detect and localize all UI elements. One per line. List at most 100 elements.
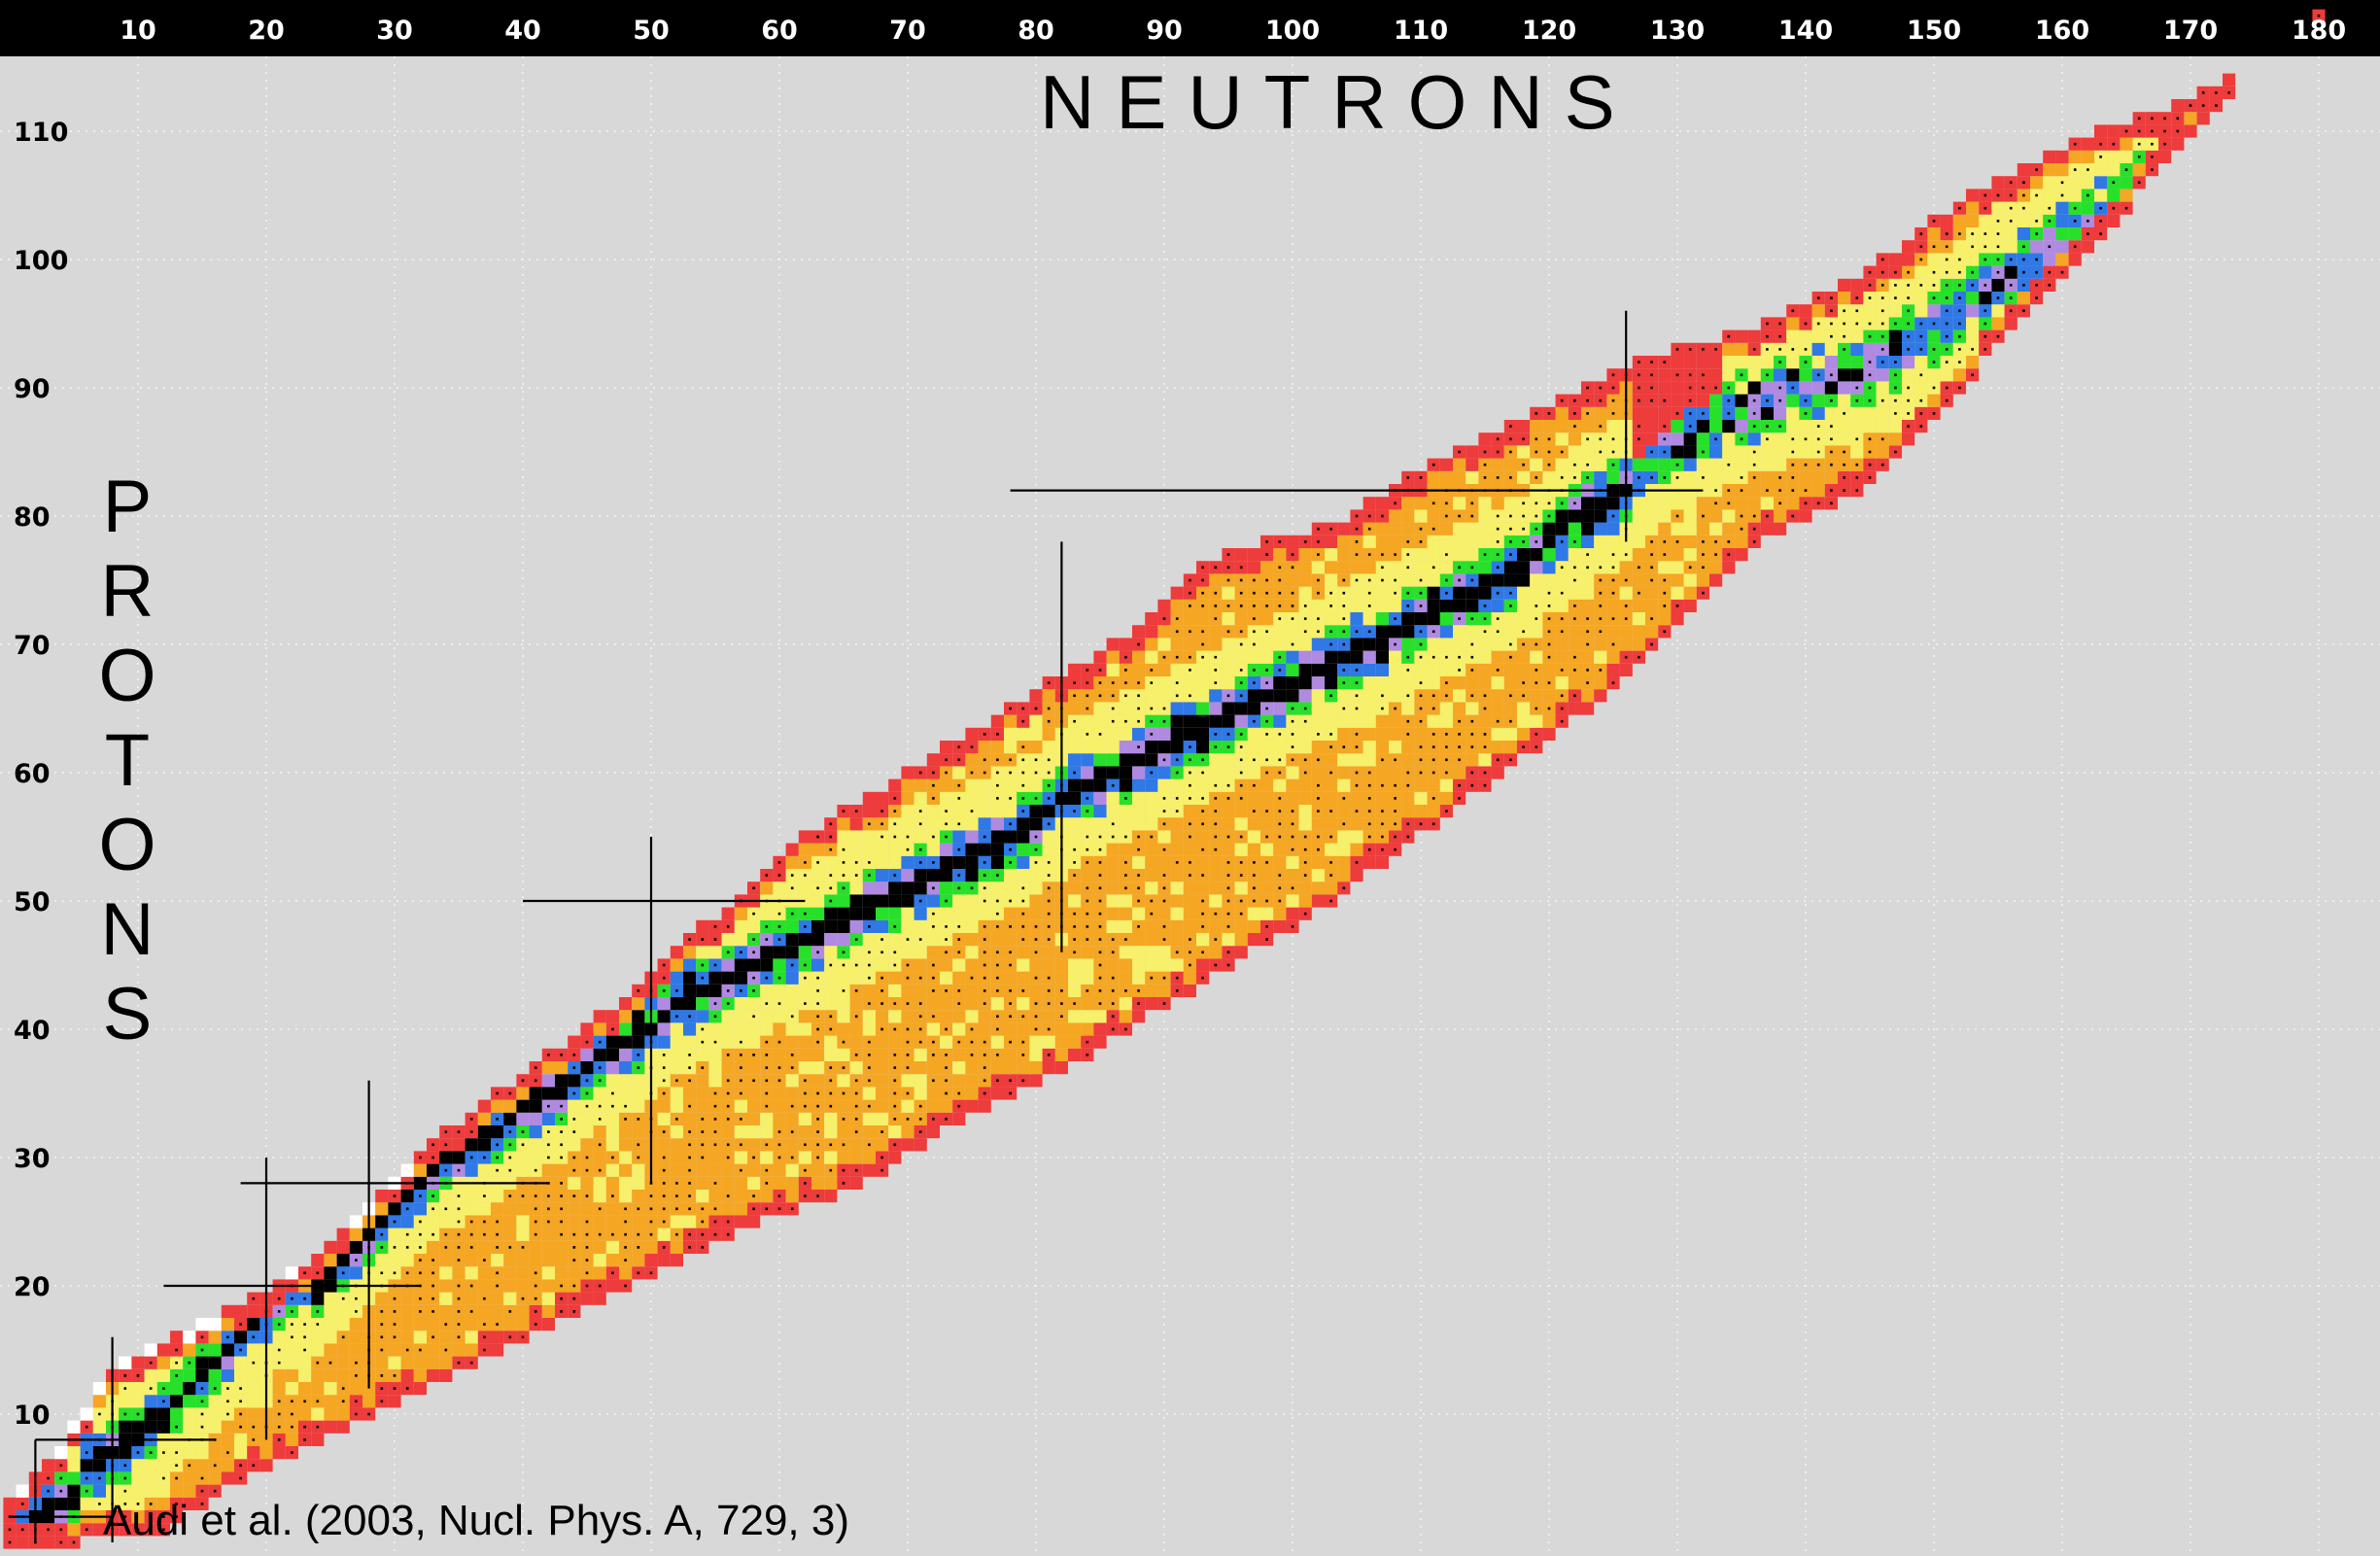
nuclide-cell-dot xyxy=(906,1118,910,1121)
nuclide-cell-dot xyxy=(1586,566,1589,570)
nuclide-cell xyxy=(785,933,799,947)
nuclide-cell xyxy=(1325,817,1338,831)
nuclide-cell-dot xyxy=(880,1002,883,1005)
nuclide-cell-dot xyxy=(662,963,666,967)
nuclide-cell xyxy=(336,1304,350,1318)
nuclide-cell xyxy=(1311,663,1325,676)
nuclide-cell xyxy=(144,1395,157,1408)
nuclide-cell xyxy=(619,1061,633,1075)
nuclide-cell-dot xyxy=(1419,745,1423,748)
nuclide-cell xyxy=(119,1446,132,1460)
nuclide-cell-dot xyxy=(1150,669,1154,672)
nuclide-cell xyxy=(1747,432,1761,446)
nuclide-cell-dot xyxy=(996,925,999,928)
nuclide-cell-dot xyxy=(1419,578,1423,582)
nuclide-cell-dot xyxy=(1702,373,1705,377)
nuclide-cell-dot xyxy=(1509,450,1512,454)
nuclide-cell-dot xyxy=(1560,719,1564,723)
nuclide-cell xyxy=(1786,356,1800,369)
nuclide-cell xyxy=(734,1202,747,1216)
nuclide-cell-dot xyxy=(1458,617,1461,620)
nuclide-cell-dot xyxy=(560,1284,563,1288)
nuclide-cell xyxy=(1389,561,1402,574)
nuclide-cell-dot xyxy=(1009,822,1012,826)
nuclide-cell xyxy=(670,1022,683,1036)
nuclide-cell xyxy=(221,1471,234,1485)
nuclide-cell xyxy=(1260,791,1274,805)
nuclide-cell-dot xyxy=(1714,540,1717,543)
nuclide-cell-dot xyxy=(547,1143,550,1147)
nuclide-cell xyxy=(926,1022,940,1036)
nuclide-cell-dot xyxy=(1791,450,1795,454)
nuclide-cell xyxy=(1709,522,1723,536)
nuclide-cell xyxy=(849,919,863,933)
nuclide-cell-dot xyxy=(1381,566,1384,570)
nuclide-cell xyxy=(336,1368,350,1382)
nuclide-cell xyxy=(298,1382,312,1396)
nuclide-cell-dot xyxy=(457,1207,461,1211)
nuclide-cell xyxy=(465,1343,478,1357)
nuclide-cell-dot xyxy=(1522,745,1525,748)
nuclide-cell-dot xyxy=(444,1323,448,1326)
nuclide-cell xyxy=(1427,573,1440,587)
nuclide-cell xyxy=(1568,586,1581,600)
nuclide-cell xyxy=(1119,843,1132,856)
nuclide-cell-dot xyxy=(560,1310,563,1313)
nuclide-cell xyxy=(721,1061,735,1075)
nuclide-cell xyxy=(619,1125,633,1139)
nuclide-cell xyxy=(427,1318,440,1331)
nuclide-cell xyxy=(1157,907,1171,920)
nuclide-cell-dot xyxy=(932,797,935,800)
nuclide-cell xyxy=(427,1163,440,1177)
nuclide-cell-dot xyxy=(1009,963,1012,967)
nuclide-cell-dot xyxy=(419,1194,422,1197)
nuclide-cell-dot xyxy=(1342,617,1346,620)
nuclide-cell xyxy=(1683,573,1697,587)
nuclide-cell-dot xyxy=(1752,425,1756,428)
nuclide-cell xyxy=(1222,663,1235,676)
nuclide-cell xyxy=(1260,869,1274,882)
nuclide-cell xyxy=(1273,676,1287,690)
nuclide-cell xyxy=(1068,984,1082,997)
nuclide-cell xyxy=(1439,663,1453,676)
nuclide-cell-dot xyxy=(893,874,897,877)
nuclide-cell-dot xyxy=(1239,630,1243,634)
nuclide-cell-dot xyxy=(1458,783,1461,787)
nuclide-cell-dot xyxy=(624,1118,627,1121)
nuclide-cell xyxy=(1568,638,1581,651)
nuclide-cell xyxy=(1568,548,1581,562)
nuclide-cell-dot xyxy=(1663,591,1667,595)
nuclide-cell xyxy=(965,997,979,1011)
nuclide-cell xyxy=(1337,535,1351,548)
nuclide-cell-dot xyxy=(1214,783,1218,787)
nuclide-cell-dot xyxy=(1073,1002,1076,1005)
nuclide-cell-dot xyxy=(1189,771,1191,775)
nuclide-cell-dot xyxy=(1624,578,1628,582)
nuclide-cell xyxy=(1209,766,1223,779)
nuclide-cell xyxy=(1209,702,1223,715)
nuclide-cell-dot xyxy=(1278,566,1282,570)
nuclide-cell-dot xyxy=(419,1310,422,1313)
nuclide-cell xyxy=(1004,1022,1018,1036)
nuclide-cell-dot xyxy=(1688,398,1692,402)
nuclide-cell-dot xyxy=(1214,912,1218,916)
nuclide-cell-dot xyxy=(1778,476,1781,479)
nuclide-cell xyxy=(1439,625,1453,639)
nuclide-cell xyxy=(1606,535,1620,548)
nuclide-cell xyxy=(1542,561,1556,574)
nuclide-cell-dot xyxy=(1727,334,1731,338)
nuclide-cell xyxy=(605,1254,619,1267)
nuclide-cell-dot xyxy=(1560,669,1564,672)
nuclide-cell xyxy=(1234,946,1248,959)
nuclide-cell xyxy=(940,1099,953,1113)
nuclide-cell-dot xyxy=(932,861,935,864)
nuclide-cell-dot xyxy=(688,938,691,941)
nuclide-cell xyxy=(605,1125,619,1139)
nuclide-cell xyxy=(849,1061,863,1075)
nuclide-cell xyxy=(477,1266,491,1280)
nuclide-cell-dot xyxy=(123,1374,127,1377)
nuclide-cell-dot xyxy=(1162,758,1166,762)
nuclide-cell xyxy=(926,753,940,767)
nuclide-cell xyxy=(1389,727,1402,741)
nuclide-cell-dot xyxy=(1535,514,1538,518)
